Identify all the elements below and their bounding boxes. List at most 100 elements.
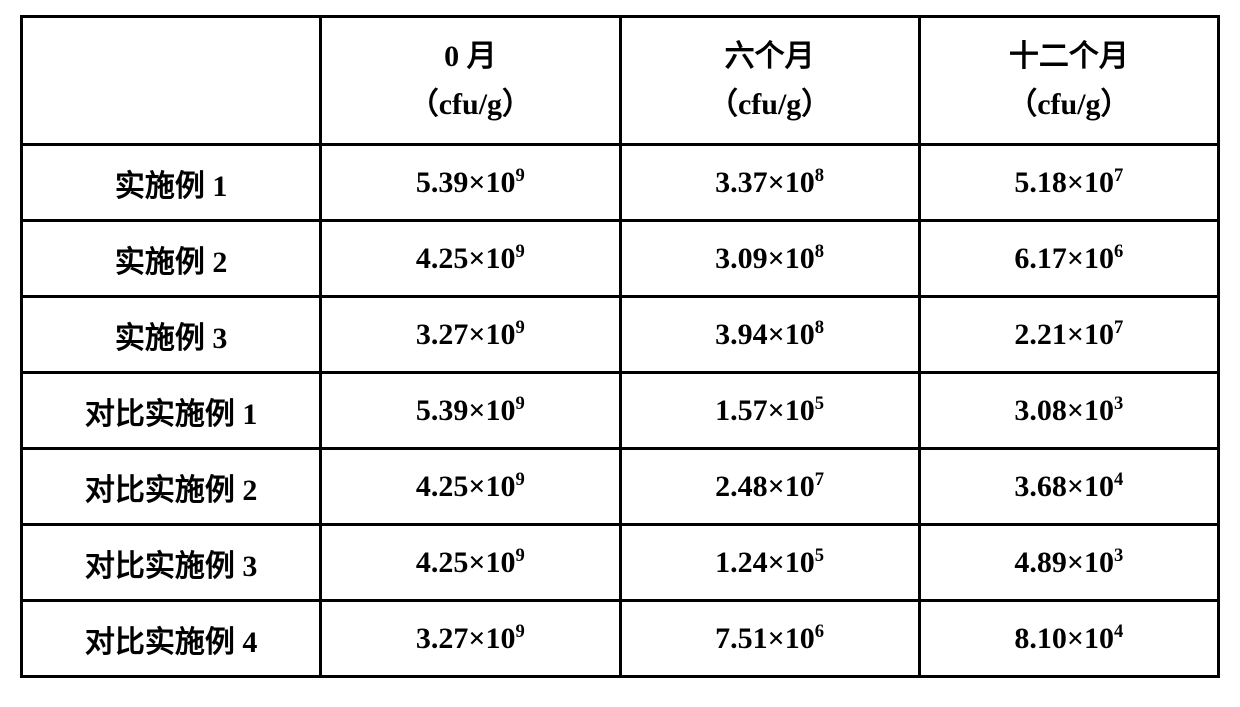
cell-base: 10	[785, 242, 815, 275]
row-label: 实施例 3	[22, 297, 321, 373]
cell-base: 10	[486, 318, 516, 351]
cell-exp: 4	[1114, 469, 1123, 490]
table-row: 实施例 15.39×1093.37×1085.18×107	[22, 145, 1219, 221]
cell-mult-sign: ×	[1067, 622, 1084, 655]
cell-base: 10	[1084, 242, 1114, 275]
col-header-line1: 十二个月	[921, 33, 1217, 81]
cell-base: 10	[785, 546, 815, 579]
cell-exp: 4	[1114, 621, 1123, 642]
cell-coef: 5.39	[416, 166, 469, 199]
table-row: 对比实施例 15.39×1091.57×1053.08×103	[22, 373, 1219, 449]
cell-mult-sign: ×	[1067, 166, 1084, 199]
cell-base: 10	[1084, 318, 1114, 351]
cell-m12: 3.68×104	[919, 449, 1218, 525]
cell-m6: 3.37×108	[620, 145, 919, 221]
cell-coef: 3.09	[715, 242, 768, 275]
cell-m0: 4.25×109	[321, 525, 620, 601]
cell-coef: 7.51	[715, 622, 768, 655]
cell-exp: 7	[1114, 165, 1123, 186]
cell-mult-sign: ×	[468, 242, 485, 275]
data-table: 0 月 （cfu/g） 六个月 （cfu/g） 十二个月 （cfu/g） 实施例…	[20, 15, 1220, 678]
cell-mult-sign: ×	[468, 166, 485, 199]
cell-m0: 4.25×109	[321, 221, 620, 297]
cell-coef: 2.48	[715, 470, 768, 503]
cell-exp: 8	[815, 241, 824, 262]
cell-mult-sign: ×	[1067, 318, 1084, 351]
cell-base: 10	[1084, 470, 1114, 503]
cell-exp: 8	[815, 165, 824, 186]
table-body: 实施例 15.39×1093.37×1085.18×107实施例 24.25×1…	[22, 145, 1219, 677]
cell-mult-sign: ×	[1067, 546, 1084, 579]
cell-m12: 4.89×103	[919, 525, 1218, 601]
cell-m6: 1.57×105	[620, 373, 919, 449]
cell-exp: 9	[516, 393, 525, 414]
col-header-line2: （cfu/g）	[622, 81, 918, 129]
cell-m12: 2.21×107	[919, 297, 1218, 373]
cell-coef: 3.08	[1014, 394, 1067, 427]
col-header-line2: （cfu/g）	[921, 81, 1217, 129]
cell-exp: 3	[1114, 393, 1123, 414]
cell-exp: 9	[516, 621, 525, 642]
cell-base: 10	[486, 166, 516, 199]
cell-m6: 3.09×108	[620, 221, 919, 297]
cell-mult-sign: ×	[1067, 242, 1084, 275]
col-header-line1: 0 月	[322, 33, 618, 81]
cell-mult-sign: ×	[1067, 470, 1084, 503]
cell-coef: 5.39	[416, 394, 469, 427]
cell-mult-sign: ×	[768, 546, 785, 579]
cell-mult-sign: ×	[1067, 394, 1084, 427]
row-label: 对比实施例 1	[22, 373, 321, 449]
cell-mult-sign: ×	[768, 394, 785, 427]
cell-m0: 5.39×109	[321, 373, 620, 449]
cell-coef: 1.24	[715, 546, 768, 579]
cell-base: 10	[486, 394, 516, 427]
cell-mult-sign: ×	[468, 394, 485, 427]
cell-mult-sign: ×	[468, 318, 485, 351]
table-row: 实施例 33.27×1093.94×1082.21×107	[22, 297, 1219, 373]
cell-exp: 9	[516, 545, 525, 566]
cell-mult-sign: ×	[468, 546, 485, 579]
table-row: 实施例 24.25×1093.09×1086.17×106	[22, 221, 1219, 297]
cell-base: 10	[486, 470, 516, 503]
cell-base: 10	[785, 318, 815, 351]
cell-m0: 5.39×109	[321, 145, 620, 221]
cell-coef: 3.94	[715, 318, 768, 351]
cell-exp: 7	[1114, 317, 1123, 338]
col-header-line2: （cfu/g）	[322, 81, 618, 129]
col-header-12month: 十二个月 （cfu/g）	[919, 17, 1218, 145]
cell-m12: 8.10×104	[919, 601, 1218, 677]
table-row: 对比实施例 24.25×1092.48×1073.68×104	[22, 449, 1219, 525]
cell-coef: 3.37	[715, 166, 768, 199]
cell-mult-sign: ×	[468, 622, 485, 655]
cell-m0: 4.25×109	[321, 449, 620, 525]
cell-coef: 2.21	[1014, 318, 1067, 351]
cell-coef: 3.68	[1014, 470, 1067, 503]
col-header-6month: 六个月 （cfu/g）	[620, 17, 919, 145]
row-label: 实施例 1	[22, 145, 321, 221]
cell-base: 10	[486, 242, 516, 275]
cell-exp: 8	[815, 317, 824, 338]
cell-mult-sign: ×	[468, 470, 485, 503]
table-row: 对比实施例 43.27×1097.51×1068.10×104	[22, 601, 1219, 677]
cell-exp: 5	[815, 393, 824, 414]
row-label: 对比实施例 2	[22, 449, 321, 525]
cell-m6: 2.48×107	[620, 449, 919, 525]
cell-coef: 5.18	[1014, 166, 1067, 199]
cell-m0: 3.27×109	[321, 297, 620, 373]
cell-coef: 1.57	[715, 394, 768, 427]
cell-coef: 4.25	[416, 470, 469, 503]
cell-coef: 3.27	[416, 318, 469, 351]
cell-exp: 9	[516, 241, 525, 262]
cell-exp: 5	[815, 545, 824, 566]
cell-coef: 4.25	[416, 242, 469, 275]
cell-coef: 3.27	[416, 622, 469, 655]
cell-base: 10	[785, 470, 815, 503]
cell-base: 10	[486, 546, 516, 579]
cell-mult-sign: ×	[768, 242, 785, 275]
cell-base: 10	[486, 622, 516, 655]
row-label: 对比实施例 4	[22, 601, 321, 677]
cell-exp: 3	[1114, 545, 1123, 566]
cell-exp: 9	[516, 469, 525, 490]
cell-m0: 3.27×109	[321, 601, 620, 677]
table-row: 对比实施例 34.25×1091.24×1054.89×103	[22, 525, 1219, 601]
